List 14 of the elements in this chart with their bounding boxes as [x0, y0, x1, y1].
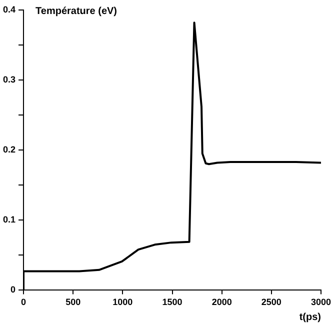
x-tick-label: 3000 — [310, 297, 332, 308]
y-tick-label: 0.2 — [2, 144, 16, 155]
y-axis-title: Température (eV) — [36, 6, 118, 17]
y-tick-label: 0.3 — [2, 74, 16, 85]
y-tick-label: 0.4 — [2, 4, 16, 14]
x-tick-label: 1500 — [162, 297, 182, 308]
x-tick-label: 1000 — [112, 297, 133, 308]
x-axis-title: t(ps) — [299, 312, 321, 323]
x-tick-label: 2000 — [212, 297, 232, 308]
x-tick-label: 0 — [21, 297, 26, 308]
y-tick-label: 0.1 — [2, 214, 16, 225]
x-tick-label: 2500 — [261, 297, 282, 308]
y-tick-label: 0 — [10, 284, 16, 295]
x-tick-label: 500 — [66, 297, 81, 308]
